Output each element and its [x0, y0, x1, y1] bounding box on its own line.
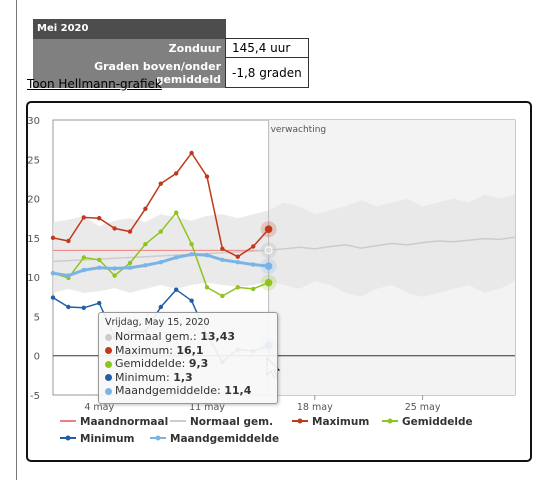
- gemiddelde-point: [189, 241, 194, 247]
- maandgemiddelde-point: [127, 265, 133, 270]
- hellmann-chart-link[interactable]: Toon Hellmann-grafiek: [27, 77, 162, 91]
- maandgemiddelde-point: [189, 252, 194, 257]
- legend-item-label: Maximum: [312, 416, 369, 428]
- gemiddelde-point: [97, 257, 102, 263]
- maximum-point: [204, 174, 210, 179]
- gemiddelde-point: [251, 286, 256, 292]
- maandgemiddelde-point: [204, 252, 210, 258]
- left-border-rule: [16, 0, 17, 480]
- tooltip-row-maximum: Maximum: 16,1: [105, 344, 271, 358]
- normaal-gem-point: [264, 246, 273, 255]
- legend-item-label: Normaal gem.: [190, 416, 273, 428]
- minimum-point: [97, 300, 102, 306]
- gemiddelde-point: [220, 293, 225, 299]
- maximum-point: [174, 171, 179, 176]
- gemiddelde-point: [235, 285, 240, 290]
- y-tick-label: 10: [28, 273, 40, 284]
- minimum-point: [50, 295, 56, 300]
- minimum-point: [189, 298, 194, 303]
- maximum-point: [97, 216, 102, 221]
- y-tick-label: 15: [28, 234, 40, 245]
- dot-icon: [105, 374, 112, 381]
- dot-icon: [105, 333, 112, 341]
- y-tick-label: 0: [34, 352, 40, 363]
- tooltip-date: Vrijdag, May 15, 2020: [105, 317, 210, 328]
- gemiddelde-point: [174, 210, 179, 215]
- maximum-point: [220, 246, 225, 252]
- deviation-value: -1,8 graden: [225, 57, 309, 88]
- dot-icon: [105, 387, 112, 395]
- maximum-point: [264, 225, 273, 234]
- legend-item-label: Minimum: [80, 433, 135, 445]
- maandgemiddelde-point: [220, 257, 225, 263]
- legend-marker: [297, 418, 303, 424]
- gemiddelde-point: [204, 285, 210, 290]
- legend-marker: [65, 435, 71, 441]
- x-tick-label: 18 may: [297, 402, 333, 413]
- gemiddelde-point: [158, 229, 163, 234]
- temperature-chart[interactable]: verwachting -5 0 5 10 15 20 25 30 4 may 11 may 18 m…: [28, 103, 530, 460]
- dot-icon: [105, 347, 112, 354]
- forecast-label: verwachting: [271, 125, 327, 135]
- month-summary-table: Mei 2020 Zonduur 145,4 uur Graden boven/…: [33, 19, 309, 88]
- legend-marker: [387, 418, 393, 424]
- maandgemiddelde-point: [81, 267, 86, 273]
- maandgemiddelde-point: [251, 262, 256, 267]
- tooltip-row-maandgemiddelde: Maandgemiddelde: 11,4: [105, 384, 271, 398]
- maximum-point: [251, 244, 256, 249]
- maandgemiddelde-point: [235, 260, 240, 265]
- legend-marker: [155, 435, 161, 441]
- chart-tooltip: Vrijdag, May 15, 2020 Normaal gem.: 13,4…: [98, 312, 278, 404]
- gemiddelde-point: [143, 241, 148, 247]
- gemiddelde-point: [112, 273, 117, 278]
- x-tick-label: 11 may: [189, 402, 225, 413]
- maandgemiddelde-point: [264, 262, 273, 270]
- y-tick-label: -5: [30, 391, 40, 402]
- minimum-point: [81, 305, 86, 310]
- legend-item-label: Gemiddelde: [402, 416, 473, 428]
- y-tick-label: 30: [28, 116, 40, 127]
- legend-item-label: Maandgemiddelde: [170, 433, 279, 445]
- sunshine-label: Zonduur: [33, 38, 226, 58]
- minimum-point: [158, 304, 163, 310]
- minimum-point: [174, 287, 179, 292]
- y-tick-label: 5: [34, 312, 40, 323]
- y-tick-label: 20: [28, 195, 40, 206]
- x-tick-label: 4 may: [84, 402, 114, 413]
- dot-icon: [105, 360, 112, 368]
- tooltip-row-normaal: Normaal gem.: 13,43: [105, 330, 271, 344]
- maximum-point: [127, 229, 133, 234]
- normal-range-band: [53, 194, 515, 297]
- sunshine-value: 145,4 uur: [225, 38, 309, 58]
- deviation-label: Graden boven/onder gemiddeld: [33, 57, 226, 88]
- maximum-point: [235, 254, 240, 259]
- gemiddelde-point: [264, 278, 273, 287]
- maximum-point: [189, 150, 194, 156]
- maandgemiddelde-point: [50, 271, 56, 276]
- maandgemiddelde-point: [143, 263, 148, 268]
- gemiddelde-point: [127, 260, 133, 266]
- maximum-point: [50, 235, 56, 241]
- maximum-point: [112, 226, 117, 231]
- maximum-point: [66, 238, 71, 244]
- minimum-point: [66, 304, 71, 310]
- maandgemiddelde-point: [112, 266, 117, 271]
- maximum-point: [158, 181, 163, 186]
- maandgemiddelde-point: [66, 273, 71, 278]
- maandgemiddelde-point: [158, 260, 163, 265]
- maandgemiddelde-point: [174, 255, 179, 260]
- tooltip-row-minimum: Minimum: 1,3: [105, 371, 271, 385]
- normaal-gem-line: [52, 236, 516, 263]
- x-tick-label: 25 may: [405, 402, 441, 413]
- legend-item-label: Maandnormaal: [80, 416, 168, 428]
- maximum-point: [143, 206, 148, 211]
- month-header: Mei 2020: [33, 19, 226, 39]
- maandgemiddelde-point: [97, 265, 102, 270]
- tooltip-row-gemiddelde: Gemiddelde: 9,3: [105, 357, 271, 371]
- y-tick-label: 25: [28, 155, 40, 166]
- temperature-chart-panel: verwachting -5 0 5 10 15 20 25 30 4 may 11 may 18 m…: [26, 101, 532, 462]
- month-header-spacer: [226, 19, 309, 39]
- gemiddelde-point: [81, 255, 86, 260]
- maximum-point: [81, 215, 86, 220]
